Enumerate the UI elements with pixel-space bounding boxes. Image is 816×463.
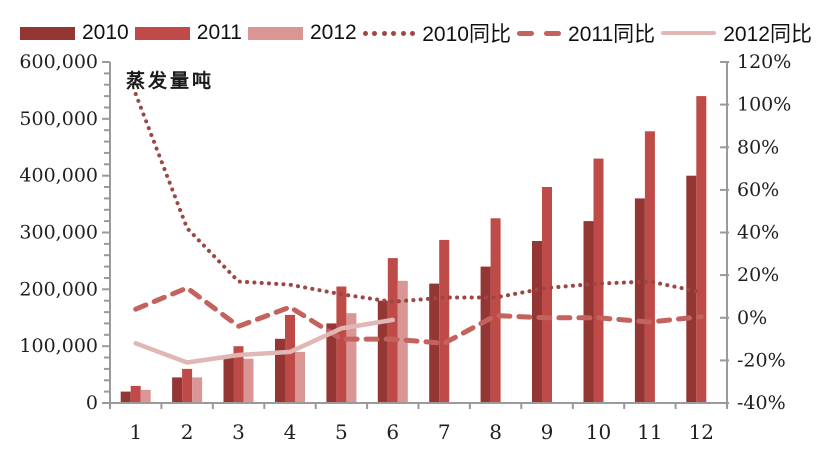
legend-label: 2011同比 — [568, 23, 656, 46]
left-axis-tick-label: 400,000 — [19, 165, 98, 187]
line-2010-yoy — [133, 92, 704, 304]
bar-2011-month-5 — [336, 286, 347, 403]
legend-label: 2012 — [309, 21, 357, 44]
right-axis-tick-label: -20% — [737, 349, 786, 371]
legend-label: 2010同比 — [422, 23, 511, 46]
left-axis-tick-label: 0 — [86, 392, 98, 414]
x-axis-tick-label: 9 — [541, 420, 554, 444]
left-axis-tick-label: 300,000 — [19, 222, 98, 244]
bar-2010-month-11 — [634, 198, 645, 403]
bar-2010-month-4 — [275, 338, 285, 403]
right-axis-tick-label: 20% — [737, 264, 779, 286]
x-axis-tick-label: 11 — [637, 420, 662, 444]
bar-2010-month-2 — [172, 377, 183, 403]
x-axis-tick-label: 3 — [232, 420, 245, 444]
right-axis-tick-label: -40% — [737, 392, 786, 414]
right-axis-tick-label: 120% — [737, 51, 791, 73]
legend-swatch-solid-icon — [661, 31, 717, 35]
bar-2011-month-4 — [285, 314, 295, 403]
legend-label: 2011 — [196, 21, 242, 44]
bar-2010-month-1 — [120, 391, 131, 403]
bar-2012-month-2 — [192, 377, 203, 403]
bar-2010-month-9 — [532, 241, 542, 403]
bar-2011-month-2 — [182, 368, 193, 403]
x-axis-tick-label: 2 — [181, 420, 194, 444]
bar-2011-month-3 — [233, 346, 244, 403]
bar-2011-month-10 — [593, 158, 604, 403]
legend-swatch-bar-icon — [247, 26, 303, 40]
left-axis-tick-label: 200,000 — [19, 278, 98, 300]
bar-2010-month-12 — [686, 175, 697, 403]
right-axis-tick-label: 40% — [737, 222, 779, 244]
legend-swatch-dotted-icon — [362, 30, 416, 36]
bar-2012-month-5 — [346, 313, 357, 403]
legend: 2010 2011 2012 2010同比 2011同比 2012同比 — [20, 18, 812, 48]
x-axis-tick-label: 12 — [689, 420, 714, 444]
legend-item-2010-yoy: 2010同比 — [362, 18, 511, 48]
bar-2012-month-6 — [397, 280, 408, 403]
x-axis-tick-label: 1 — [129, 420, 142, 444]
legend-item-2011-yoy: 2011同比 — [517, 18, 655, 48]
bar-2011-month-8 — [490, 218, 501, 403]
bar-2012-month-4 — [295, 351, 305, 403]
bar-2010-month-8 — [480, 266, 491, 403]
bar-2012-month-1 — [140, 389, 151, 403]
legend-item-2011: 2011 — [134, 21, 242, 45]
chart-inner-title: 蒸发量吨 — [126, 70, 215, 92]
x-axis-ticks — [109, 403, 728, 409]
legend-swatch-dashed-icon — [517, 30, 562, 36]
bar-2011-month-1 — [130, 385, 141, 403]
right-axis-labels: -40% -20% 0% 20% 40% 60% 80% 100% 120% — [737, 51, 791, 414]
x-axis-tick-label: 5 — [335, 420, 348, 444]
legend-swatch-bar-icon — [134, 26, 190, 40]
x-axis-tick-label: 6 — [386, 420, 399, 444]
line-2012-yoy — [133, 317, 396, 365]
bar-2011-month-11 — [644, 131, 655, 404]
x-axis-labels: 1 2 3 4 5 6 7 8 9 10 11 12 — [129, 420, 714, 444]
left-axis-labels: 0 100,000 200,000 300,000 400,000 500,000 600,… — [19, 51, 98, 414]
line-2011-yoy — [133, 285, 704, 346]
legend-item-2012: 2012 — [247, 21, 357, 45]
bar-2011-month-9 — [542, 187, 552, 403]
legend-item-2012-yoy: 2012同比 — [661, 18, 812, 48]
legend-label: 2010 — [82, 21, 129, 44]
legend-label: 2012同比 — [723, 23, 812, 46]
left-axis-tick-label: 100,000 — [19, 335, 98, 357]
left-axis-tick-label: 600,000 — [19, 51, 98, 73]
right-axis-tick-label: 60% — [737, 179, 779, 201]
bar-2010-month-3 — [223, 357, 234, 403]
bar-2011-month-6 — [387, 258, 398, 403]
right-axis-tick-label: 100% — [737, 94, 791, 116]
x-axis-tick-label: 8 — [489, 420, 502, 444]
bar-2011-month-12 — [696, 96, 707, 403]
bar-2010-month-6 — [377, 300, 388, 403]
bar-2011-month-7 — [439, 239, 450, 403]
yoy-lines — [133, 92, 704, 365]
left-axis-tick-label: 500,000 — [19, 108, 98, 130]
legend-item-2010: 2010 — [20, 21, 129, 45]
bar-2010-month-5 — [326, 323, 337, 403]
left-axis-ticks — [102, 61, 110, 404]
x-axis-tick-label: 10 — [586, 420, 611, 444]
bar-2010-month-10 — [583, 221, 594, 403]
x-axis-tick-label: 4 — [284, 420, 297, 444]
right-axis-tick-label: 80% — [737, 136, 779, 158]
x-axis-tick-label: 7 — [438, 420, 451, 444]
legend-swatch-bar-icon — [20, 26, 75, 40]
bar-2012-month-3 — [243, 358, 254, 403]
right-axis-tick-label: 0% — [737, 307, 767, 329]
